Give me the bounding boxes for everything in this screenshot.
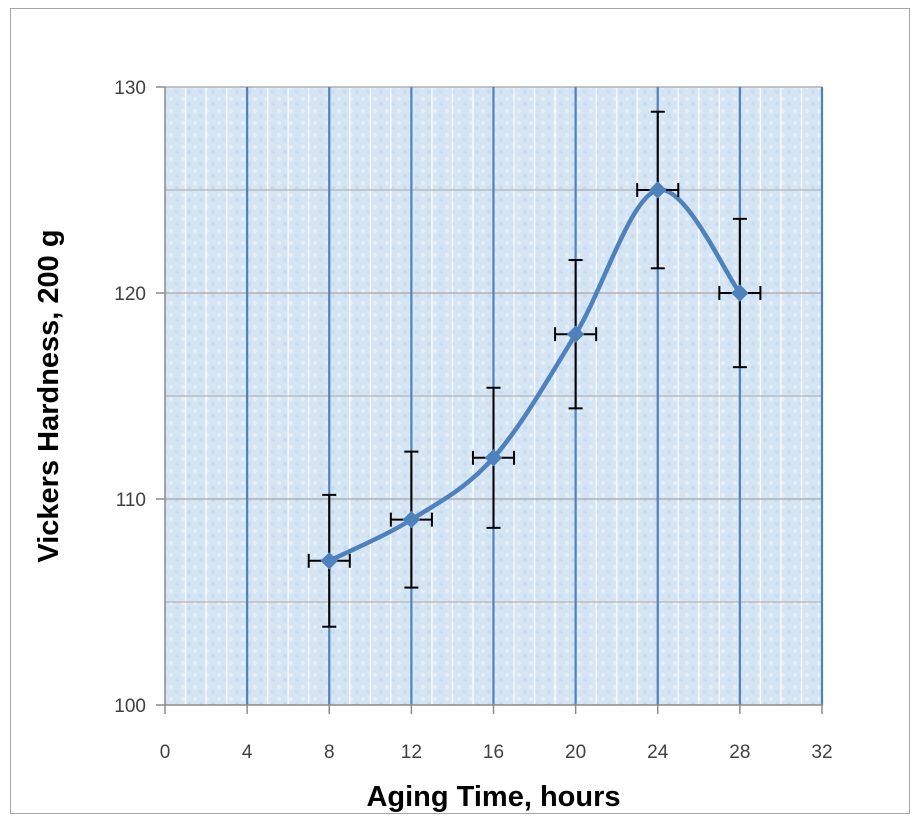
x-axis-title: Aging Time, hours bbox=[366, 781, 620, 813]
y-tick-label: 130 bbox=[114, 78, 146, 99]
data-markers bbox=[320, 181, 749, 570]
y-tick-label: 120 bbox=[114, 284, 146, 305]
x-tick-label: 12 bbox=[401, 742, 422, 763]
data-point bbox=[484, 449, 503, 467]
x-tick-label: 4 bbox=[242, 742, 253, 763]
y-tick-label: 100 bbox=[114, 696, 146, 717]
x-tick-label: 16 bbox=[483, 742, 504, 763]
data-point bbox=[402, 510, 421, 529]
x-tick-label: 20 bbox=[565, 742, 586, 763]
x-tick-label: 32 bbox=[811, 742, 832, 763]
x-tick-label: 28 bbox=[729, 742, 750, 763]
x-tick-label: 0 bbox=[160, 742, 171, 763]
data-point bbox=[320, 552, 338, 570]
y-axis-title: Vickers Hardness, 200 g bbox=[33, 229, 65, 562]
x-tick-label: 8 bbox=[324, 742, 335, 763]
x-axis-ticks: 0 4 8 12 16 20 24 28 32 bbox=[160, 705, 833, 763]
data-point bbox=[649, 181, 667, 199]
y-axis-ticks: 100 110 120 130 bbox=[114, 78, 165, 717]
y-tick-label: 110 bbox=[116, 490, 146, 511]
data-point bbox=[731, 284, 749, 302]
x-tick-label: 24 bbox=[647, 742, 669, 763]
data-point bbox=[566, 325, 585, 343]
